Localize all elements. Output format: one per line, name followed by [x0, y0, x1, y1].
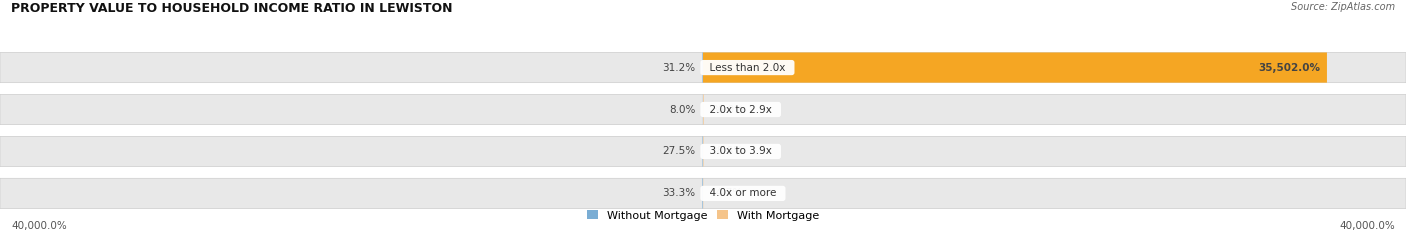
- Text: 36.9%: 36.9%: [710, 105, 744, 114]
- FancyBboxPatch shape: [0, 52, 1406, 83]
- Text: 40,000.0%: 40,000.0%: [1339, 221, 1395, 231]
- Text: 27.5%: 27.5%: [662, 147, 696, 156]
- Text: 33.3%: 33.3%: [662, 188, 696, 198]
- Text: Less than 2.0x: Less than 2.0x: [703, 63, 792, 72]
- Text: Source: ZipAtlas.com: Source: ZipAtlas.com: [1291, 2, 1395, 12]
- Text: 4.0x or more: 4.0x or more: [703, 188, 783, 198]
- Text: 35,502.0%: 35,502.0%: [1258, 63, 1320, 72]
- FancyBboxPatch shape: [0, 94, 1406, 125]
- Legend: Without Mortgage, With Mortgage: Without Mortgage, With Mortgage: [582, 206, 824, 225]
- Text: 2.0x to 2.9x: 2.0x to 2.9x: [703, 105, 779, 114]
- Text: PROPERTY VALUE TO HOUSEHOLD INCOME RATIO IN LEWISTON: PROPERTY VALUE TO HOUSEHOLD INCOME RATIO…: [11, 2, 453, 15]
- Text: 31.2%: 31.2%: [662, 63, 696, 72]
- Text: 14.7%: 14.7%: [710, 188, 744, 198]
- Text: 3.0x to 3.9x: 3.0x to 3.9x: [703, 147, 779, 156]
- FancyBboxPatch shape: [0, 136, 1406, 167]
- Text: 28.8%: 28.8%: [710, 147, 744, 156]
- Text: 8.0%: 8.0%: [669, 105, 696, 114]
- FancyBboxPatch shape: [703, 52, 1327, 83]
- Text: 40,000.0%: 40,000.0%: [11, 221, 67, 231]
- FancyBboxPatch shape: [0, 178, 1406, 209]
